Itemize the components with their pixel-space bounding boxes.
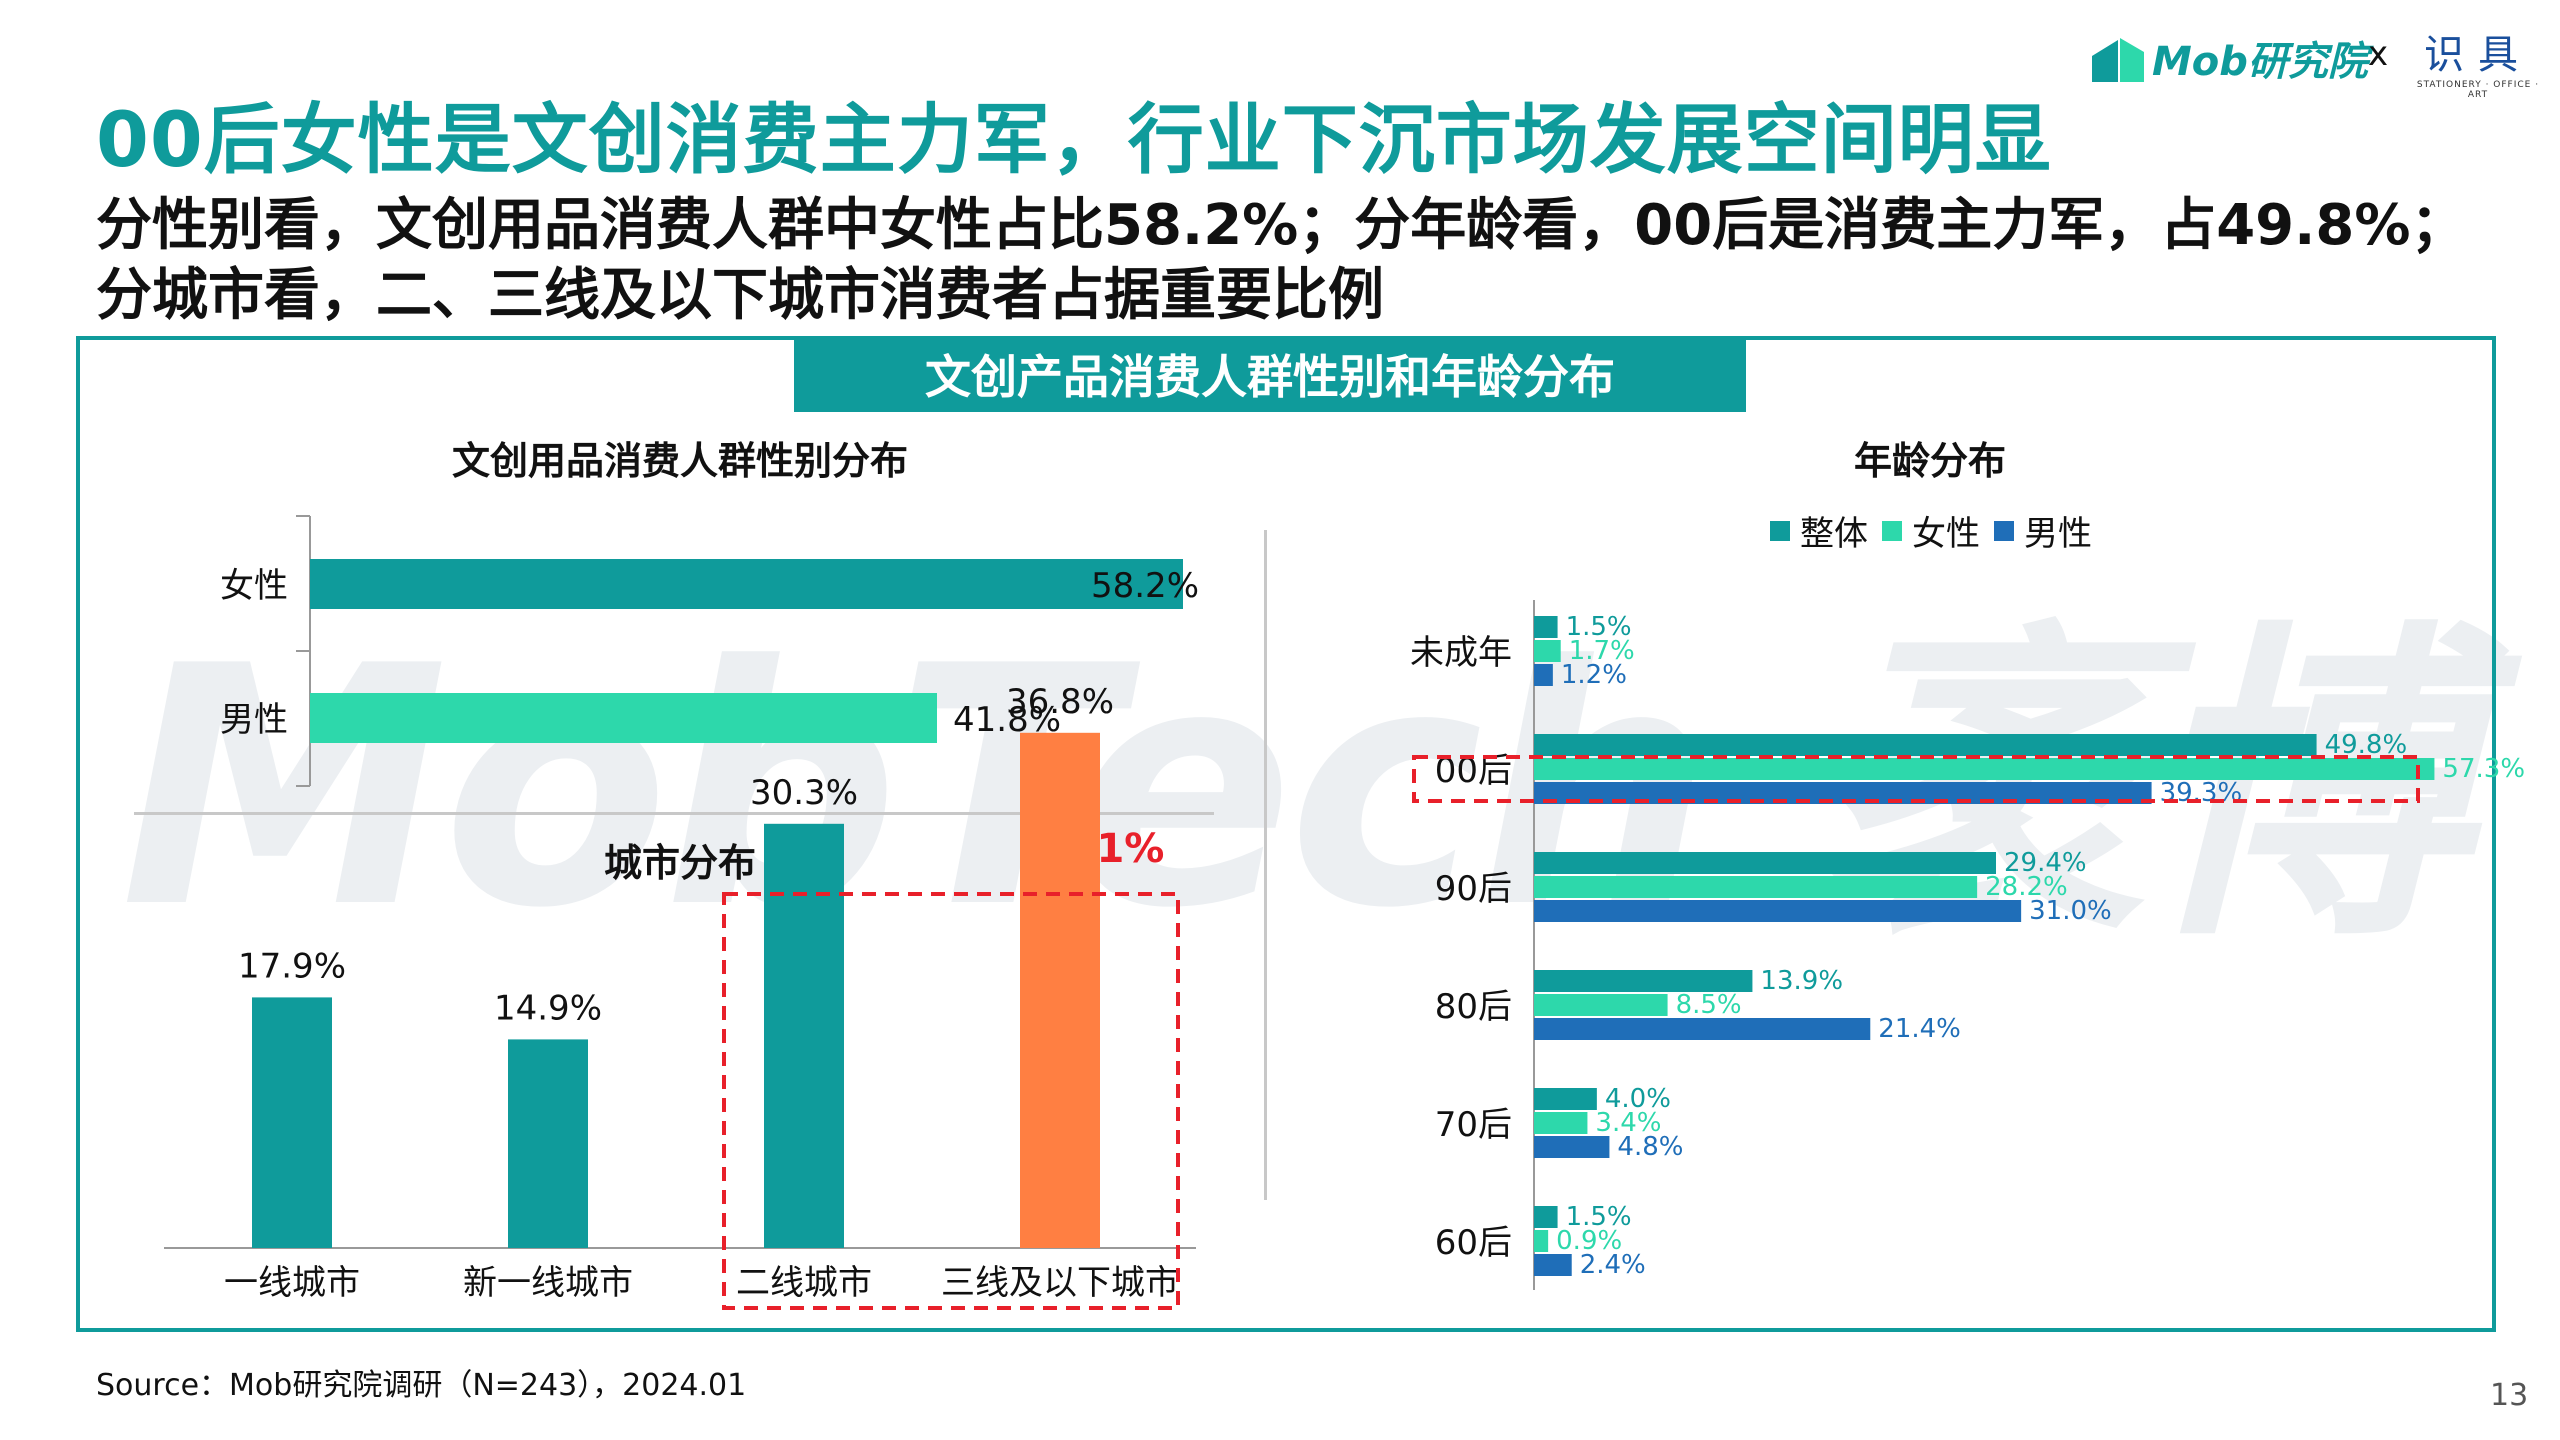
age-value-label: 1.2% [1561,660,1627,690]
age-bar [1534,1206,1558,1228]
city-value-label: 36.8% [1006,682,1114,722]
vertical-divider [1264,530,1267,1200]
age-value-label: 4.8% [1617,1132,1683,1162]
age-bar [1534,1254,1572,1276]
age-category-label: 60后 [1435,1223,1512,1263]
legend-label-female: 女性 [1912,514,1980,554]
age-bar [1534,852,1996,874]
city-category-label: 二线城市 [736,1263,872,1303]
page-number: 13 [2490,1378,2529,1413]
gender-value-label: 58.2% [1091,566,1199,606]
logo-separator: x [2368,34,2389,74]
age-bar [1534,1230,1549,1252]
age-value-label: 1.5% [1566,612,1632,642]
city-highlight-box [722,892,1180,1310]
age-value-label: 3.4% [1595,1108,1661,1138]
age-bar [1534,876,1978,898]
age-category-label: 90后 [1435,869,1512,909]
age-bar [1534,782,2152,804]
city-value-label: 30.3% [750,773,858,813]
age-legend: 整体 女性 男性 [1770,506,2092,555]
source-note: Source：Mob研究院调研（N=243），2024.01 [96,1368,747,1403]
age-chart: 未成年1.5%1.7%1.2%00后49.8%57.3%39.3%90后29.4… [1410,600,2525,1290]
age-bar [1534,758,2435,780]
age-value-label: 21.4% [1878,1014,1961,1044]
gender-chart-title: 文创用品消费人群性别分布 [451,439,908,483]
age-value-label: 13.9% [1760,966,1843,996]
gender-chart: 女性 58.2%男性 41.8% [220,515,1199,787]
city-category-label: 三线及以下城市 [941,1263,1179,1303]
age-bar [1534,970,1753,992]
age-bar [1534,1136,1610,1158]
partner-logo: 识具 STATIONERY · OFFICE · ART [2408,22,2548,100]
subtitle-line-2: 分城市看，二、三线及以下城市消费者占据重要比例 [96,263,1384,328]
section-title: 文创产品消费人群性别和年龄分布 [794,336,1746,412]
age-value-label: 2.4% [1580,1250,1646,1280]
gender-bar [310,693,937,743]
partner-logo-cn: 识具 [2424,32,2532,78]
age-bar [1534,900,2022,922]
age-category-label: 80后 [1435,987,1512,1027]
page-title: 00后女性是文创消费主力军，行业下沉市场发展空间明显 [96,95,2052,184]
age-value-label: 31.0% [2029,896,2112,926]
legend-swatch-overall [1770,520,1790,541]
city-bar [252,997,332,1248]
age-highlight-box [1412,755,2420,803]
legend-item-overall: 整体 [1770,506,1868,555]
mob-logo-icon [2092,38,2144,82]
age-chart-title: 年龄分布 [1853,439,2006,483]
city-bar [1020,732,1100,1248]
city-chart: 17.9% 一线城市 14.9% 新一线城市 30.3% 二线城市 36.8% 三线及以下城市 [164,682,1196,1310]
legend-item-male: 男性 [1994,506,2092,555]
legend-swatch-female [1882,520,1902,541]
city-category-label: 新一线城市 [463,1263,633,1303]
age-bar [1534,734,2317,756]
legend-item-female: 女性 [1882,506,1980,555]
gender-bar [310,559,1183,609]
age-value-label: 0.9% [1556,1226,1622,1256]
horizontal-divider [134,812,1214,815]
age-bar [1534,1112,1588,1134]
legend-label-overall: 整体 [1800,514,1868,554]
age-value-label: 1.7% [1569,636,1635,666]
age-bar [1534,994,1668,1016]
age-bar [1534,616,1558,638]
age-value-label: 28.2% [1985,872,2068,902]
gender-category-label: 男性 [220,700,288,740]
age-bar [1534,664,1553,686]
mob-logo: Mob研究院 [2092,28,2368,88]
city-bar [764,823,844,1248]
partner-logo-en: STATIONERY · OFFICE · ART [2416,80,2540,100]
age-value-label: 39.3% [2160,778,2243,808]
subtitle-line-1: 分性别看，文创用品消费人群中女性占比58.2%；分年龄看，00后是消费主力军，占… [96,193,2467,258]
age-category-label: 未成年 [1410,633,1512,673]
city-bar [508,1039,588,1248]
gender-category-label: 女性 [220,566,288,606]
mob-logo-text: Mob研究院 [2152,39,2368,85]
city-chart-title: 城市分布 [603,841,756,885]
legend-label-male: 男性 [2024,514,2092,554]
age-value-label: 57.3% [2442,754,2525,784]
city-value-label: 17.9% [238,946,346,986]
age-bar [1534,640,1561,662]
age-value-label: 1.5% [1566,1202,1632,1232]
age-value-label: 8.5% [1676,990,1742,1020]
age-value-label: 29.4% [2004,848,2087,878]
age-category-label: 70后 [1435,1105,1512,1145]
city-value-label: 14.9% [494,988,602,1028]
age-bar [1534,1018,1871,1040]
age-bar [1534,1088,1597,1110]
legend-swatch-male [1994,520,2014,541]
city-category-label: 一线城市 [224,1263,360,1303]
age-value-label: 4.0% [1605,1084,1671,1114]
